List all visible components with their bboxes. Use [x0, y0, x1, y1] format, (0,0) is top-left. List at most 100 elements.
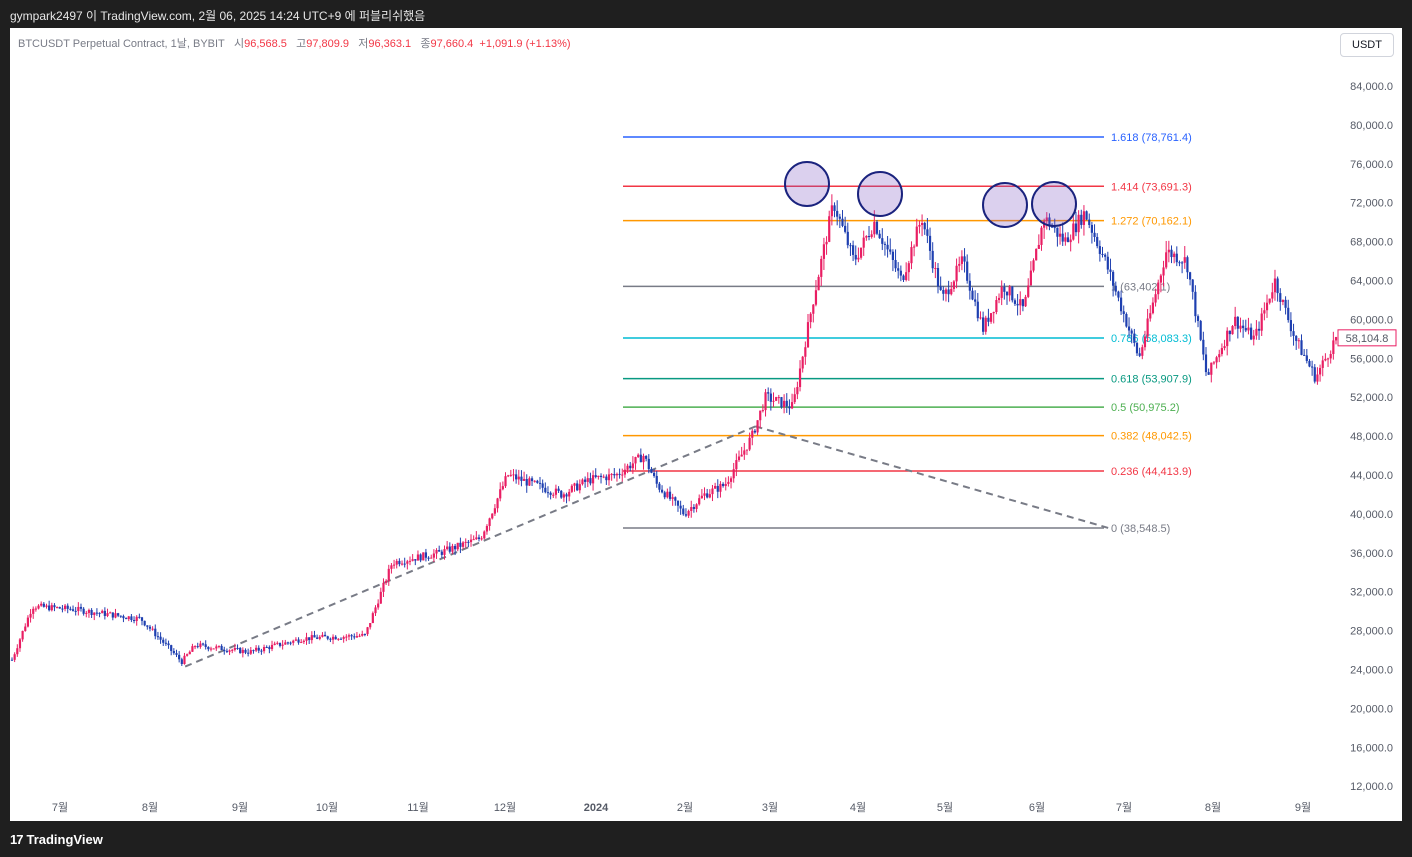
candle-body [971, 290, 974, 300]
candle-body [106, 613, 109, 616]
candle-body [1077, 214, 1080, 233]
candle-body [1154, 294, 1157, 303]
candle-body [1276, 278, 1279, 294]
candle-body [878, 233, 881, 239]
candle-body [217, 645, 221, 647]
candle-body [1175, 253, 1178, 263]
candle-body [74, 610, 77, 612]
candle-body [400, 563, 404, 565]
candle-body [809, 313, 812, 323]
candle-body [1151, 302, 1155, 314]
tradingview-logo[interactable]: 17 TradingView [10, 832, 103, 847]
candle-body [867, 235, 871, 237]
candle-body [700, 495, 703, 499]
x-tick-label: 5월 [937, 801, 953, 814]
highlight-circles [784, 161, 1077, 228]
candle-body [1037, 244, 1040, 249]
candle-body [748, 437, 751, 450]
candle-body [334, 636, 337, 640]
candle-body [790, 402, 794, 409]
candle-body [167, 643, 170, 646]
candle-body [467, 541, 470, 543]
currency-button[interactable]: USDT [1340, 33, 1394, 57]
candle-body [363, 633, 366, 635]
candle-body [201, 643, 205, 645]
candle-body [347, 635, 351, 637]
candle-body [1218, 354, 1221, 358]
candle-body [719, 483, 722, 492]
candle-body [1119, 297, 1123, 312]
last-price-box [1337, 329, 1397, 347]
candle-body [1265, 302, 1269, 311]
candle-body [209, 648, 213, 650]
candle-body [212, 648, 215, 650]
candle-body [408, 560, 412, 562]
y-tick-label: 24,000.0 [1350, 665, 1393, 677]
last-price-label: 58,104.8 [1346, 333, 1389, 345]
candle-body [186, 654, 189, 656]
candle-body [1295, 335, 1298, 341]
candle-body [196, 646, 199, 648]
candles [10, 194, 1338, 666]
candle-body [1220, 348, 1224, 355]
candle-body [968, 280, 971, 291]
candle-body [822, 244, 826, 259]
candle-body [844, 225, 847, 232]
candle-body [992, 312, 995, 314]
candle-body [724, 483, 727, 486]
candle-body [1308, 360, 1311, 367]
candle-body [1088, 219, 1091, 225]
candle-body [443, 549, 446, 555]
candle-body [974, 299, 977, 302]
highlight-circle [1031, 181, 1077, 227]
candle-body [610, 474, 613, 476]
candle-body [732, 469, 735, 479]
y-tick-label: 28,000.0 [1350, 626, 1393, 638]
candle-body [745, 449, 749, 451]
candle-body [854, 254, 857, 260]
candle-body [676, 500, 680, 506]
fib-level-label: 0.786 (58,083.3) [1111, 333, 1192, 345]
candle-body [262, 647, 266, 652]
candle-body [873, 221, 876, 235]
candle-body [1183, 257, 1186, 263]
candle-body [1021, 299, 1025, 307]
candle-body [50, 605, 53, 611]
candle-body [236, 647, 239, 649]
trend-line [755, 425, 1109, 529]
candle-body [1260, 313, 1263, 331]
candle-body [1173, 253, 1176, 258]
last-price-tag: 58,104.8 [1337, 329, 1397, 347]
low-label: 저 [358, 38, 369, 50]
chart-panel[interactable] [10, 28, 1402, 821]
y-tick-label: 48,000.0 [1350, 431, 1393, 443]
candle-body [440, 551, 443, 555]
candle-body [331, 636, 335, 640]
candle-body [37, 605, 40, 609]
candle-body [767, 392, 770, 394]
candle-body [488, 518, 491, 526]
candle-body [1109, 269, 1112, 272]
candle-body [509, 474, 512, 476]
x-tick-label: 8월 [142, 801, 158, 814]
candle-body [87, 609, 91, 613]
candle-body [517, 476, 520, 480]
candle-body [220, 645, 223, 651]
candle-body [406, 561, 409, 564]
candle-body [1080, 214, 1083, 225]
highlight-circle [784, 161, 830, 207]
high-label: 고 [296, 38, 307, 50]
candle-body [1165, 252, 1168, 268]
candle-body [1292, 331, 1295, 336]
candle-body [955, 265, 958, 282]
candle-body [650, 469, 653, 473]
candle-body [29, 613, 32, 618]
candle-body [655, 475, 658, 484]
candle-body [674, 497, 677, 501]
candle-body [1247, 327, 1250, 331]
candle-body [480, 538, 483, 540]
candle-body [1242, 325, 1245, 329]
candle-body [1284, 299, 1287, 308]
candle-body [159, 636, 162, 640]
